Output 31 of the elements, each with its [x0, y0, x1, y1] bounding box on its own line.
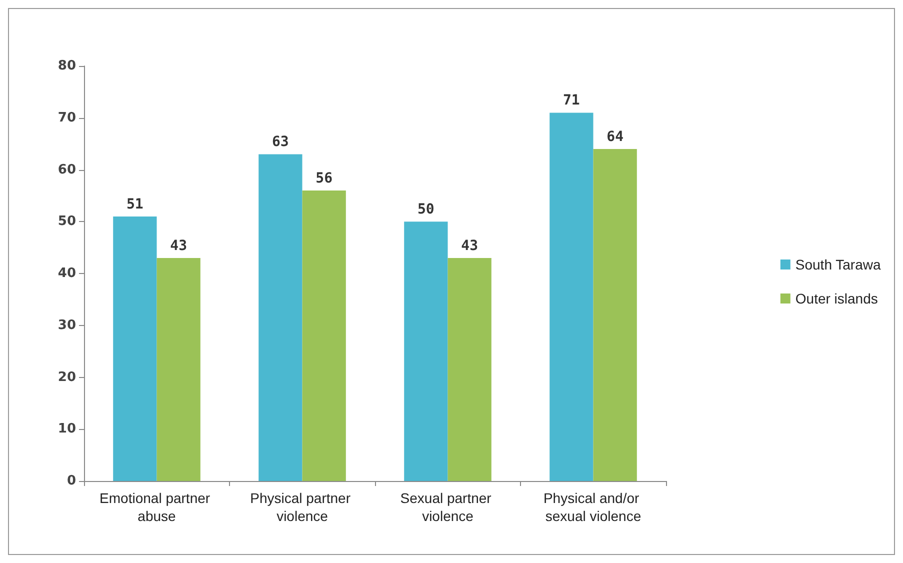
y-tick-label: 10: [58, 422, 76, 437]
data-label: 43: [461, 238, 478, 254]
bar: [550, 112, 594, 481]
x-tick-label: Sexual partner violence: [400, 490, 496, 524]
legend-label: Outer islands: [795, 290, 878, 306]
bar: [448, 258, 492, 481]
y-tick-label: 20: [58, 370, 76, 385]
bar: [302, 190, 346, 481]
bar: [258, 154, 302, 481]
x-tick-label: Physical partner violence: [250, 490, 354, 524]
y-tick-label: 70: [58, 110, 76, 126]
bar: [593, 149, 637, 481]
data-label: 43: [170, 238, 188, 254]
data-label: 50: [417, 202, 434, 218]
y-tick-label: 40: [58, 266, 76, 281]
legend-label: South Tarawa: [795, 256, 881, 272]
bar: [404, 222, 448, 481]
x-tick-label: Emotional partner abuse: [100, 490, 214, 524]
x-tick-label: Physical and/or sexual violence: [543, 490, 644, 524]
data-label: 64: [606, 129, 624, 145]
bar: [156, 258, 200, 481]
y-tick-label: 60: [58, 162, 76, 178]
y-tick-label: 50: [58, 214, 76, 230]
data-label: 71: [562, 92, 580, 109]
data-label: 56: [316, 170, 333, 186]
y-tick-label: 80: [58, 58, 76, 74]
bar: [113, 216, 157, 481]
y-tick-label: 30: [58, 318, 76, 333]
data-label: 51: [126, 196, 144, 212]
y-tick-label: 0: [66, 474, 76, 488]
data-label: 63: [272, 134, 289, 150]
